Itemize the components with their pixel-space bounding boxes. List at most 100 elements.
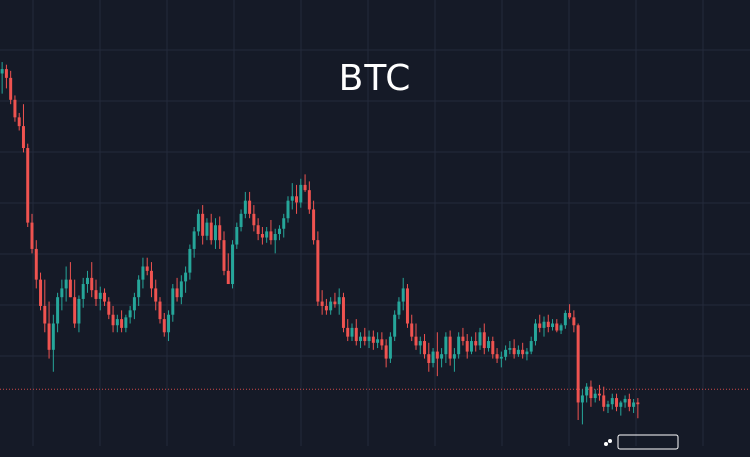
candle-body [384,345,388,359]
candle-body [231,244,235,285]
candle-body [4,69,8,78]
candle [9,70,13,105]
candle-body [252,213,256,226]
candle-body [209,222,213,241]
candle-body [354,327,358,342]
candle [81,277,85,308]
candle [559,323,563,335]
candle-body [615,398,619,407]
candle [34,240,38,289]
candle-body [0,69,4,74]
candle-body [81,284,85,299]
candle-body [179,281,183,298]
candle-body [410,323,414,337]
candle [525,348,529,361]
candle [350,323,354,342]
candle-body [205,222,209,236]
candle-body [17,117,21,127]
candle [162,312,166,337]
candle-body [277,228,281,235]
candle [388,332,392,363]
candle [418,336,422,355]
candle [21,104,25,153]
candle [397,297,401,320]
candle [4,64,8,89]
candle [602,386,606,412]
candle-body [512,348,516,355]
candle-body [602,395,606,407]
candle-body [376,339,380,343]
candle [231,240,235,289]
candle [636,398,640,419]
candle [286,196,290,223]
candle-body [34,248,38,280]
candle-body [320,301,324,306]
candle [491,336,495,359]
candle-body [371,336,375,343]
candle [90,262,94,298]
candle-body [563,312,567,326]
candle-body [572,317,576,326]
candle [568,304,572,320]
candle-body [474,341,478,346]
candle [149,262,153,298]
candle [423,334,427,359]
candle-body [26,148,30,223]
candle [77,295,81,333]
candle [282,213,286,238]
candle-body [85,277,89,285]
candle [359,332,363,349]
candle [405,284,409,328]
candle-body [201,213,205,236]
candle [363,327,367,346]
candle [320,290,324,315]
candle [201,205,205,245]
candle-body [585,386,589,396]
candle-body [324,305,328,311]
candle [158,297,162,324]
candle [606,400,610,413]
candle [487,336,491,352]
watermark-logo-glyph [604,434,679,450]
candle [401,277,405,311]
candle-body [341,297,345,328]
candle [107,297,111,320]
candle-body [440,354,444,359]
candle-body [56,297,60,324]
candle [452,348,456,372]
candle-body [401,288,405,302]
candle [316,231,320,306]
candle [482,323,486,355]
candle-body [521,349,525,355]
candle-body [312,209,316,241]
candle [235,222,239,249]
candle [43,279,47,333]
candle [542,316,546,337]
candle-body [167,314,171,333]
candle [56,292,60,333]
candle-body [141,266,145,280]
candle-body [431,351,435,363]
candle [239,209,243,232]
candle-body [158,301,162,320]
chart-title: BTC [338,58,412,99]
candle [252,205,256,232]
candle [51,314,55,372]
candle [461,327,465,346]
candle [367,330,371,349]
candle [26,143,30,227]
candle [269,219,273,245]
candle [184,266,188,293]
candle [551,319,555,331]
candles [0,62,640,425]
candle [555,319,559,333]
candle-body [124,317,128,328]
candle-body [393,314,397,337]
candle-body [423,341,427,355]
candle [448,330,452,366]
candle [273,228,277,254]
candle-body [9,77,13,100]
candle-body [457,336,461,355]
candle [333,292,337,308]
